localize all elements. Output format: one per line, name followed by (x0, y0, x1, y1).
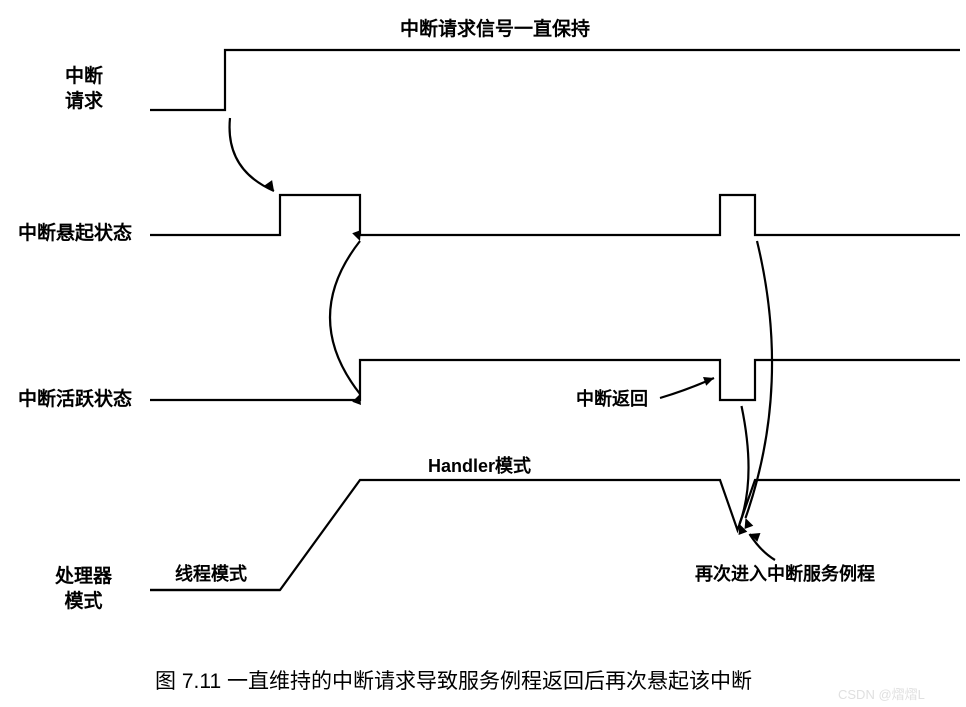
thread-mode-label: 线程模式 (175, 563, 247, 586)
handler-mode-label: Handler模式 (428, 455, 531, 478)
signal3-label: 中断活跃状态 (18, 388, 132, 413)
watermark: CSDN @熠熠L (838, 684, 925, 703)
signal1-label: 中断 请求 (65, 65, 103, 114)
interrupt-return-label: 中断返回 (576, 388, 648, 411)
reenter-label: 再次进入中断服务例程 (695, 563, 875, 586)
figure-caption: 图 7.11 一直维持的中断请求导致服务例程返回后再次悬起该中断 (155, 665, 752, 695)
signal2-label: 中断悬起状态 (18, 222, 132, 247)
timing-diagram (0, 0, 966, 707)
top-annotation-label: 中断请求信号一直保持 (400, 18, 590, 43)
signal4-label: 处理器 模式 (55, 565, 112, 614)
